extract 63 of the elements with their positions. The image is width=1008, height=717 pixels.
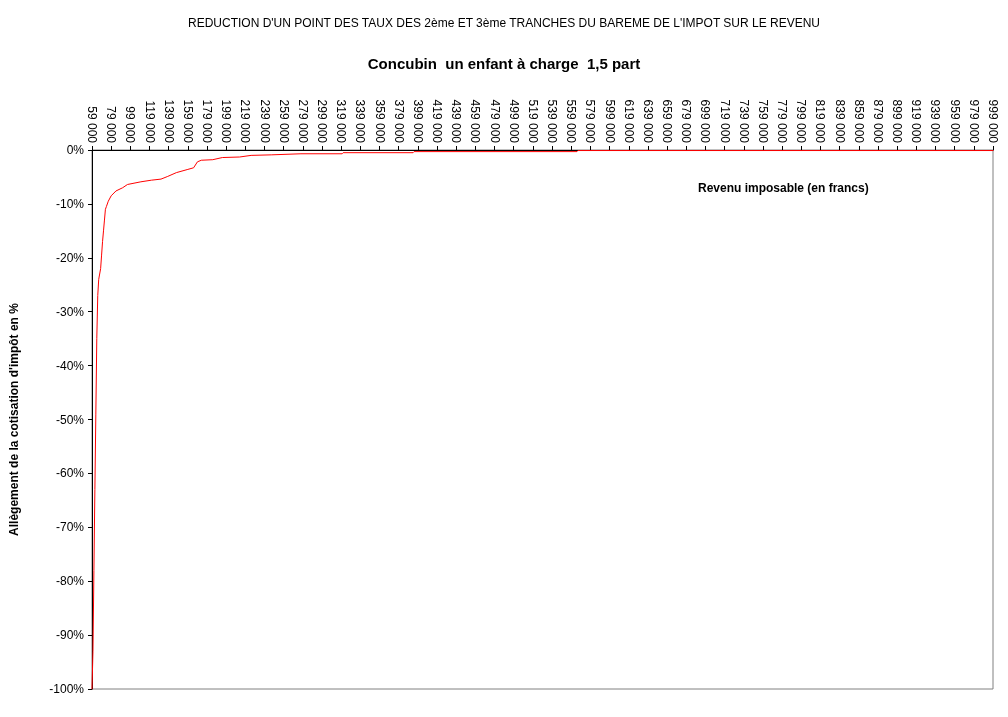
y-tick-label: -80% [55, 574, 85, 589]
x-tick-label: 519 000 [525, 99, 540, 144]
x-tick-label: 279 000 [295, 99, 310, 144]
x-tick-label: 479 000 [487, 99, 502, 144]
y-tick-label: -30% [55, 304, 85, 319]
x-tick-label: 879 000 [870, 99, 885, 144]
x-tick-label: 119 000 [142, 100, 157, 144]
y-tick-label: -20% [55, 250, 85, 265]
x-tick-label: 959 000 [947, 99, 962, 144]
x-tick-label: 179 000 [200, 99, 215, 144]
x-tick-label: 619 000 [621, 99, 636, 144]
x-tick-label: 259 000 [276, 99, 291, 144]
y-tick-label: -50% [55, 412, 85, 427]
x-tick-label: 579 000 [583, 99, 598, 144]
x-tick-label: 979 000 [966, 99, 981, 144]
y-tick-label: -40% [55, 358, 85, 373]
x-tick-label: 799 000 [794, 99, 809, 144]
x-tick-label: 759 000 [755, 99, 770, 144]
x-tick-label: 379 000 [391, 99, 406, 144]
x-tick-label: 699 000 [698, 99, 713, 144]
x-tick-label: 319 000 [334, 99, 349, 144]
x-tick-label: 639 000 [640, 99, 655, 144]
x-tick-label: 399 000 [410, 99, 425, 144]
y-axis-title: Allègement de la cotisation d'impôt en % [7, 302, 21, 536]
x-tick-label: 659 000 [660, 99, 675, 144]
x-tick-label: 99 000 [123, 106, 138, 144]
x-tick-label: 239 000 [257, 99, 272, 144]
chart-title: REDUCTION D'UN POINT DES TAUX DES 2ème ET 3ème TRANCHES DU BAREME DE L'IMPOT SUR LE REVENU [187, 16, 821, 30]
x-tick-label: 59 000 [85, 106, 99, 144]
x-tick-label: 939 000 [928, 99, 943, 144]
x-tick-label: 219 000 [238, 99, 253, 144]
y-tick-label: 0% [66, 143, 85, 157]
chart-subtitle: Concubin un enfant à charge 1,5 part [367, 55, 641, 72]
x-tick-label: 419 000 [430, 99, 445, 144]
y-tick-label: -70% [55, 520, 85, 535]
x-tick-label: 999 000 [986, 99, 1000, 144]
x-tick-label: 919 000 [909, 99, 924, 144]
y-tick-label: -100% [49, 682, 85, 696]
x-tick-label: 859 000 [851, 99, 866, 144]
x-tick-label: 339 000 [353, 99, 368, 144]
x-tick-label: 899 000 [890, 99, 905, 144]
x-tick-label: 459 000 [468, 99, 483, 144]
x-tick-label: 839 000 [832, 99, 847, 144]
y-tick-label: -10% [55, 196, 85, 211]
x-tick-label: 199 000 [219, 99, 234, 144]
y-tick-label: -90% [55, 628, 85, 643]
x-tick-label: 599 000 [602, 99, 617, 144]
x-tick-label: 159 000 [180, 99, 195, 144]
x-tick-label: 559 000 [564, 99, 579, 144]
x-axis-title: Revenu imposable (en francs) [698, 181, 869, 195]
y-tick-label: -60% [55, 466, 85, 481]
x-tick-label: 779 000 [775, 99, 790, 144]
x-tick-label: 359 000 [372, 99, 387, 144]
x-tick-label: 819 000 [813, 99, 828, 144]
x-tick-label: 299 000 [315, 99, 330, 144]
x-tick-label: 499 000 [506, 99, 521, 144]
x-tick-label: 439 000 [449, 99, 464, 144]
x-tick-label: 739 000 [736, 99, 751, 144]
x-tick-label: 679 000 [679, 99, 694, 144]
x-tick-label: 139 000 [161, 99, 176, 144]
x-tick-label: 79 000 [104, 106, 119, 144]
x-tick-label: 539 000 [545, 99, 560, 144]
x-tick-label: 719 000 [717, 99, 732, 144]
